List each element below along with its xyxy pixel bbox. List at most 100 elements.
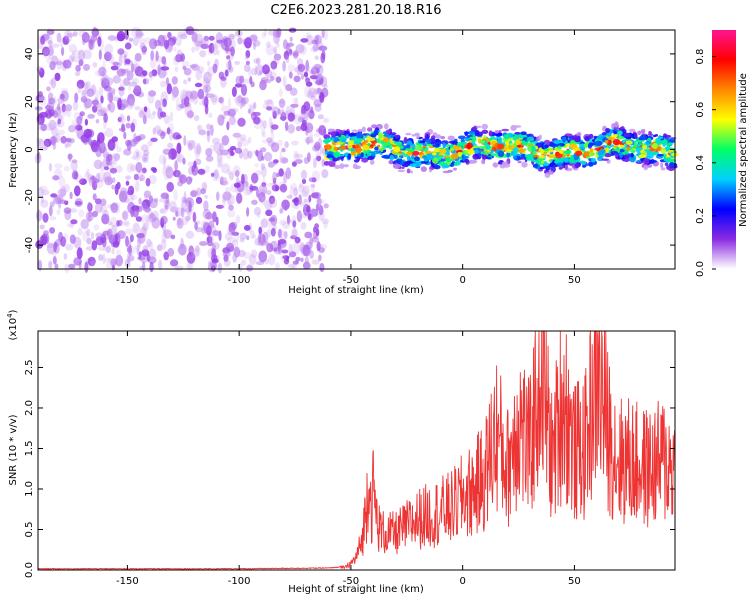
heatmap-cell bbox=[213, 142, 222, 154]
heatmap-cell bbox=[494, 130, 500, 134]
heatmap-cell bbox=[43, 139, 49, 150]
heatmap-cell bbox=[164, 204, 168, 210]
heatmap-cell bbox=[350, 150, 356, 156]
x-tick-label: -150 bbox=[116, 576, 139, 587]
heatmap-cell bbox=[228, 33, 236, 40]
heatmap-cell bbox=[356, 132, 364, 138]
heatmap-cell bbox=[206, 130, 210, 137]
heatmap-cell bbox=[223, 37, 232, 48]
heatmap-cell bbox=[590, 157, 597, 163]
heatmap-cell bbox=[220, 76, 227, 81]
heatmap-cell bbox=[320, 52, 326, 64]
heatmap-cell bbox=[116, 146, 122, 153]
heatmap-cell bbox=[117, 230, 126, 240]
heatmap-cell bbox=[104, 43, 114, 55]
heatmap-cell bbox=[302, 119, 307, 126]
heatmap-cell bbox=[623, 154, 630, 159]
heatmap-cell bbox=[273, 53, 282, 61]
heatmap-cell bbox=[492, 163, 499, 168]
heatmap-cell bbox=[108, 153, 117, 165]
heatmap-cell bbox=[37, 259, 43, 272]
heatmap-cell bbox=[182, 90, 190, 97]
heatmap-cell bbox=[516, 134, 525, 139]
heatmap-cell bbox=[48, 162, 53, 172]
heatmap-cell bbox=[59, 93, 65, 100]
heatmap-cell bbox=[144, 193, 150, 200]
heatmap-cell bbox=[170, 234, 176, 240]
heatmap-cell bbox=[655, 137, 661, 145]
heatmap-cell bbox=[271, 106, 280, 117]
heatmap-cell bbox=[155, 99, 161, 110]
heatmap-cell bbox=[117, 48, 125, 55]
heatmap-cell bbox=[357, 148, 361, 155]
heatmap-cell bbox=[302, 244, 311, 257]
heatmap-cell bbox=[209, 224, 216, 235]
heatmap-cell bbox=[604, 139, 609, 144]
heatmap-cell bbox=[557, 162, 563, 167]
heatmap-cell bbox=[660, 167, 666, 171]
heatmap-cell bbox=[140, 201, 147, 210]
heatmap-cell bbox=[292, 260, 299, 265]
heatmap-cell bbox=[206, 130, 211, 143]
heatmap-cell bbox=[111, 136, 118, 143]
x-tick-label: 0 bbox=[459, 576, 465, 587]
heatmap-cell bbox=[391, 132, 397, 136]
heatmap-cell bbox=[311, 184, 315, 194]
heatmap-cell bbox=[319, 262, 325, 273]
heatmap-cell bbox=[163, 114, 171, 125]
heatmap-cell bbox=[298, 184, 305, 193]
heatmap-cell bbox=[197, 88, 205, 100]
heatmap-cell bbox=[166, 83, 172, 95]
heatmap-cell bbox=[139, 174, 146, 182]
heatmap-cell bbox=[202, 221, 209, 229]
heatmap-cell bbox=[272, 220, 277, 231]
heatmap-cell bbox=[118, 115, 126, 124]
heatmap-cell bbox=[663, 133, 667, 138]
heatmap-cell bbox=[52, 256, 57, 265]
heatmap-cell bbox=[131, 98, 135, 107]
heatmap-cell bbox=[61, 103, 66, 113]
heatmap-cell bbox=[275, 76, 282, 83]
heatmap-cell bbox=[268, 217, 276, 222]
heatmap-cell bbox=[68, 263, 76, 269]
heatmap-cell bbox=[239, 237, 245, 243]
heatmap-cell bbox=[197, 168, 206, 175]
heatmap-cell bbox=[247, 136, 252, 144]
heatmap-cell bbox=[607, 132, 612, 137]
heatmap-cell bbox=[527, 142, 535, 145]
heatmap-cell bbox=[190, 93, 194, 103]
heatmap-cell bbox=[668, 158, 677, 163]
heatmap-cell bbox=[198, 129, 207, 136]
heatmap-cell bbox=[253, 206, 262, 216]
heatmap-cell bbox=[613, 127, 620, 130]
y-tick-label: 0.5 bbox=[24, 522, 35, 538]
heatmap-cell bbox=[137, 256, 146, 261]
heatmap-cell bbox=[253, 101, 257, 110]
heatmap-cell bbox=[43, 49, 48, 59]
heatmap-cell bbox=[228, 171, 235, 181]
heatmap-cell bbox=[175, 35, 182, 47]
heatmap-cell bbox=[184, 199, 190, 204]
heatmap-cell bbox=[429, 169, 433, 173]
heatmap-cell bbox=[44, 123, 54, 131]
heatmap-cell bbox=[382, 137, 390, 142]
heatmap-cell bbox=[279, 183, 288, 193]
x-tick-label: -50 bbox=[343, 576, 359, 587]
heatmap-cell bbox=[48, 79, 55, 85]
x-tick-label: -150 bbox=[116, 275, 139, 286]
heatmap-cell bbox=[181, 196, 187, 204]
heatmap-cell bbox=[288, 71, 293, 79]
heatmap-cell bbox=[208, 35, 215, 41]
heatmap-cell bbox=[253, 124, 262, 130]
heatmap-cell bbox=[77, 227, 83, 236]
heatmap-cell bbox=[260, 218, 269, 228]
heatmap-cell bbox=[282, 221, 290, 230]
heatmap-cell bbox=[177, 31, 187, 38]
heatmap-cell bbox=[131, 63, 135, 73]
heatmap-cell bbox=[553, 157, 558, 161]
heatmap-cell bbox=[94, 198, 102, 205]
heatmap-cell bbox=[412, 150, 420, 156]
heatmap-cell bbox=[84, 261, 89, 273]
heatmap-cell bbox=[97, 246, 106, 251]
heatmap-cell bbox=[63, 184, 70, 193]
